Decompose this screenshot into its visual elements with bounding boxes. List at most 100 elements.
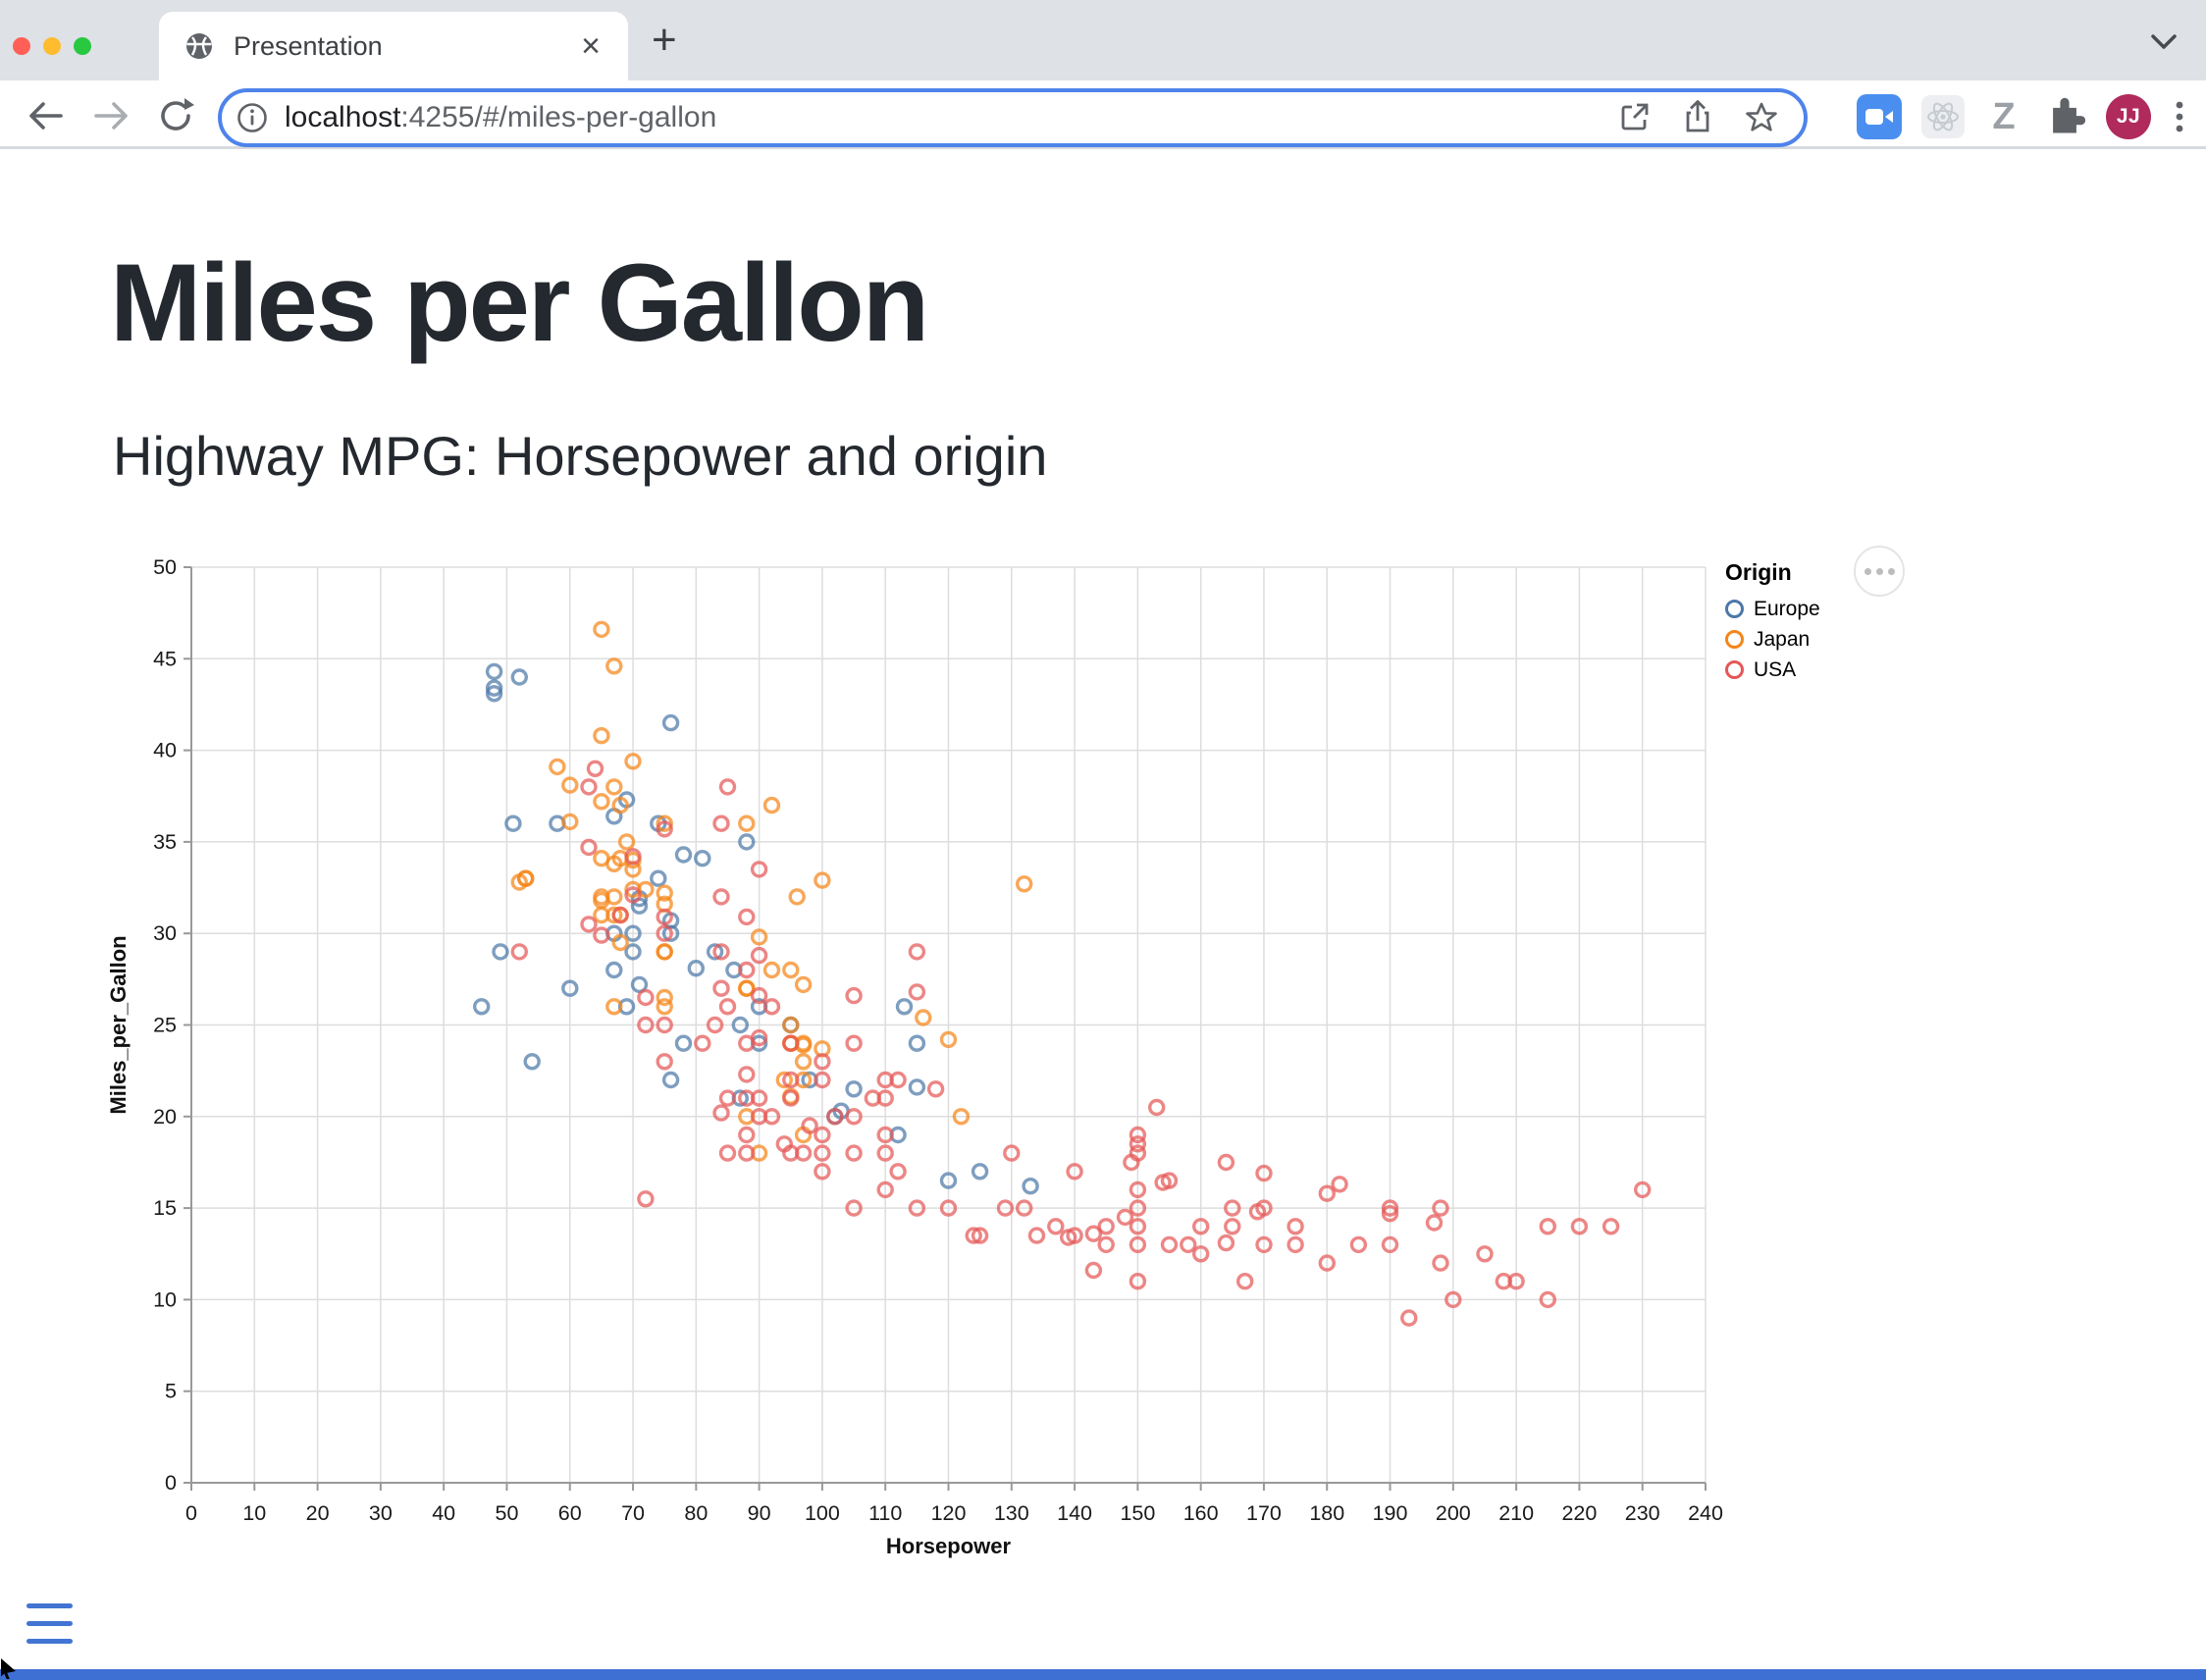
data-point[interactable] [580,778,598,796]
tab-close-icon[interactable]: × [581,27,601,65]
data-point[interactable] [762,961,781,979]
data-point[interactable] [1224,1218,1241,1235]
data-point[interactable] [1003,1144,1021,1162]
data-point[interactable] [750,986,768,1005]
data-point[interactable] [775,1071,793,1089]
data-point[interactable] [1570,1218,1589,1235]
data-point[interactable] [605,961,623,979]
bookmark-star-icon[interactable] [1743,99,1780,136]
data-point[interactable] [750,861,768,878]
data-point[interactable] [1129,1181,1147,1199]
window-minimize-button[interactable] [43,37,61,55]
data-point[interactable] [1248,1203,1267,1221]
data-point[interactable] [561,979,579,997]
data-point[interactable] [605,855,623,872]
data-point[interactable] [845,1199,863,1217]
data-point[interactable] [656,988,673,1007]
data-point[interactable] [1432,1254,1449,1272]
data-point[interactable] [1129,1126,1147,1144]
data-point[interactable] [738,814,756,832]
data-point[interactable] [1476,1245,1494,1263]
url-text[interactable]: localhost:4255/#/miles-per-gallon [285,101,1617,134]
data-point[interactable] [687,960,705,977]
data-point[interactable] [794,975,813,994]
data-point[interactable] [1129,1235,1147,1254]
data-point[interactable] [1129,1218,1147,1235]
data-point[interactable] [1059,1229,1077,1246]
data-point[interactable] [814,1144,831,1162]
data-point[interactable] [1015,1199,1033,1217]
data-point[interactable] [1381,1235,1399,1254]
data-point[interactable] [971,1227,989,1244]
data-point[interactable] [915,1009,932,1026]
data-point[interactable] [1381,1199,1399,1217]
data-point[interactable] [712,888,730,906]
data-point[interactable] [738,961,756,979]
data-point[interactable] [650,869,667,887]
legend-entry-europe[interactable]: Europe [1725,594,1941,624]
data-point[interactable] [889,1163,907,1181]
data-point[interactable] [510,873,528,891]
data-point[interactable] [762,998,781,1016]
reload-button[interactable] [155,96,198,135]
data-point[interactable] [712,979,730,997]
data-point[interactable] [1129,1144,1147,1162]
data-point[interactable] [718,778,737,796]
data-point[interactable] [1022,1178,1039,1195]
data-point[interactable] [738,979,756,997]
data-point[interactable] [908,943,926,961]
data-point[interactable] [674,846,693,864]
legend-entry-usa[interactable]: USA [1725,655,1941,685]
data-point[interactable] [611,933,629,952]
address-bar[interactable]: localhost:4255/#/miles-per-gallon [218,88,1808,147]
data-point[interactable] [706,943,724,961]
data-point[interactable] [738,1126,756,1144]
data-point[interactable] [637,1016,655,1034]
data-point[interactable] [794,1053,813,1071]
data-point[interactable] [656,1053,673,1071]
data-point[interactable] [656,943,673,961]
data-point[interactable] [738,1066,756,1083]
data-point[interactable] [661,713,680,732]
react-devtools-extension-icon[interactable] [1921,95,1965,138]
data-point[interactable] [712,943,730,961]
zoom-extension-icon[interactable] [1857,94,1902,139]
data-point[interactable] [661,1071,680,1089]
data-point[interactable] [939,1030,958,1049]
extensions-puzzle-icon[interactable] [2043,95,2086,138]
data-point[interactable] [485,685,503,703]
data-point[interactable] [1318,1254,1337,1272]
data-point[interactable] [485,679,503,697]
data-point[interactable] [762,796,781,814]
data-point[interactable] [750,946,768,965]
data-point[interactable] [656,1016,673,1034]
data-point[interactable] [661,924,680,942]
data-point[interactable] [1287,1235,1304,1254]
data-point[interactable] [605,657,623,675]
data-point[interactable] [788,888,806,906]
data-point[interactable] [1129,1135,1147,1153]
data-point[interactable] [1633,1181,1652,1199]
data-point[interactable] [561,813,579,831]
data-point[interactable] [718,998,737,1016]
data-point[interactable] [876,1071,894,1089]
data-point[interactable] [637,1190,655,1208]
data-point[interactable] [738,833,756,851]
data-point[interactable] [1066,1163,1083,1181]
data-point[interactable] [1084,1225,1103,1242]
data-point[interactable] [782,1016,800,1034]
data-point[interactable] [738,1089,756,1107]
data-point[interactable] [1425,1214,1444,1232]
data-point[interactable] [762,1108,781,1126]
data-point[interactable] [1129,1199,1147,1217]
data-point[interactable] [1539,1290,1557,1309]
data-point[interactable] [1255,1164,1273,1182]
data-point[interactable] [775,1135,793,1153]
share-icon[interactable] [1680,99,1715,134]
data-point[interactable] [656,924,673,942]
data-point[interactable] [1381,1205,1399,1223]
data-point[interactable] [624,886,642,904]
data-point[interactable] [485,662,503,681]
data-point[interactable] [1191,1245,1210,1263]
data-point[interactable] [996,1199,1015,1217]
